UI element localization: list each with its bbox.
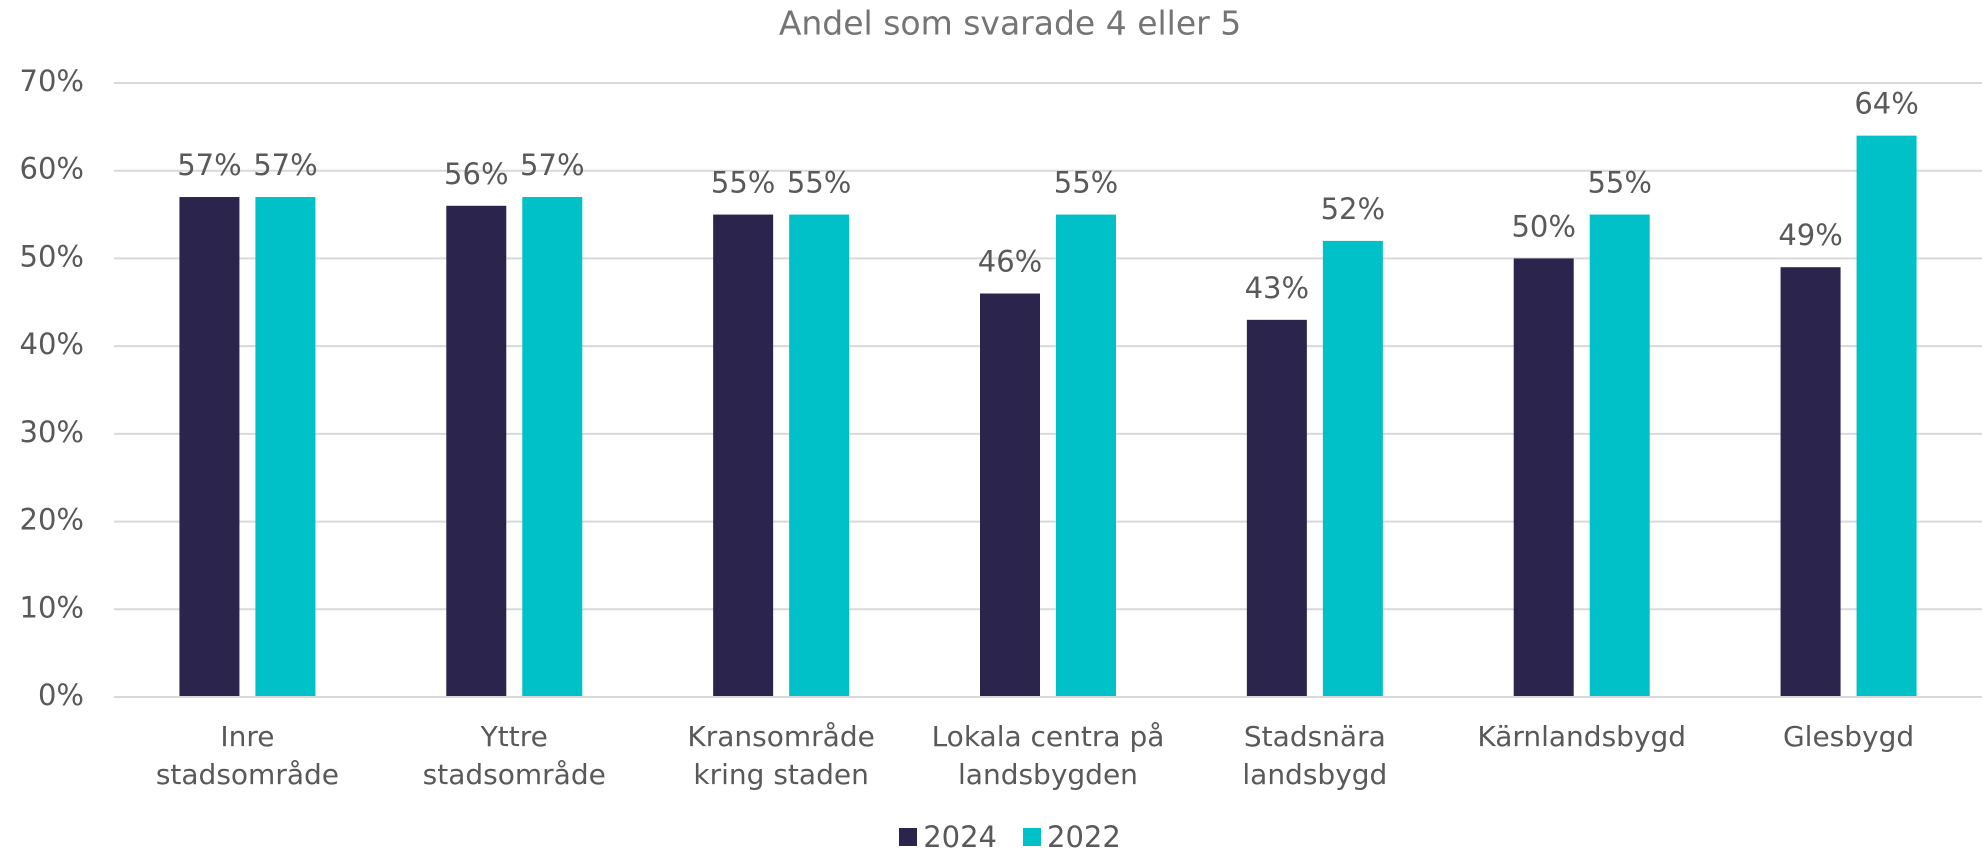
data-label: 64% — [1854, 87, 1918, 121]
bar — [1246, 319, 1307, 697]
bar — [1856, 135, 1917, 698]
bar — [1589, 214, 1650, 698]
data-label: 56% — [444, 157, 508, 191]
x-tick-label: Inre stadsområde — [155, 720, 339, 791]
y-tick-label: 20% — [20, 503, 84, 537]
data-label: 55% — [1054, 166, 1118, 200]
x-tick-label: Kransområde kring staden — [687, 720, 875, 791]
bar — [1780, 267, 1841, 697]
y-tick-label: 0% — [38, 678, 84, 712]
data-label: 52% — [1321, 192, 1385, 226]
legend-item: 2022 — [1023, 820, 1121, 854]
y-tick-label: 30% — [20, 415, 84, 449]
bar — [179, 197, 240, 697]
bar — [1322, 240, 1383, 697]
data-label: 46% — [978, 245, 1042, 279]
bar — [713, 214, 774, 698]
y-tick-label: 60% — [20, 152, 84, 186]
bar — [789, 214, 850, 698]
bar — [446, 205, 507, 698]
bar — [1513, 258, 1574, 697]
y-tick-label: 50% — [20, 239, 84, 273]
data-label: 49% — [1778, 218, 1842, 252]
data-label: 57% — [520, 148, 584, 182]
data-label: 43% — [1245, 271, 1309, 305]
data-label: 55% — [1587, 166, 1651, 200]
x-tick-label: Lokala centra på landsbygden — [931, 720, 1165, 791]
bar — [980, 293, 1040, 697]
data-label: 50% — [1511, 209, 1575, 243]
x-tick-label: Stadsnära landsbygd — [1242, 720, 1388, 791]
bar — [1056, 214, 1116, 698]
data-label: 57% — [177, 148, 241, 182]
x-tick-label: Glesbygd — [1782, 720, 1915, 753]
legend-item: 2024 — [899, 820, 997, 854]
data-label: 55% — [787, 166, 851, 200]
bar — [522, 197, 583, 697]
data-label: 57% — [253, 148, 317, 182]
bar — [255, 197, 316, 697]
legend-label: 2022 — [1047, 820, 1121, 854]
legend-swatch — [899, 828, 918, 846]
x-tick-label: Kärnlandsbygd — [1477, 720, 1687, 753]
y-tick-label: 70% — [20, 64, 84, 98]
legend-swatch — [1023, 828, 1041, 846]
y-tick-label: 10% — [20, 590, 84, 624]
y-tick-label: 40% — [20, 327, 84, 361]
x-tick-label: Yttre stadsområde — [422, 720, 606, 791]
data-label: 55% — [711, 166, 775, 200]
legend: 2024 2022 — [0, 820, 1982, 854]
legend-label: 2024 — [923, 820, 997, 854]
chart-title: Andel som svarade 4 eller 5 — [779, 4, 1241, 43]
